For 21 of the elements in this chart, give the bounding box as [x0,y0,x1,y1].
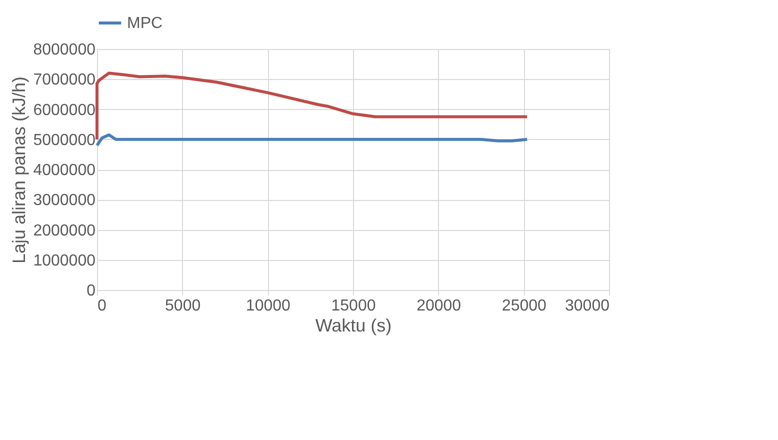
line-series [96,72,529,141]
y-tick-label: 3000000 [33,192,96,210]
y-tick-label: 8000000 [33,42,96,58]
y-tick-label: 6000000 [33,102,96,119]
y-axis-title: Laju aliran panas (kJ/h) [9,76,30,264]
legend-label: MPC [127,15,163,32]
y-tick-label: 0 [86,282,96,300]
x-tick-label: 15000 [331,298,376,314]
x-tick-label: 0 [98,298,106,314]
x-tick-label: 25000 [502,298,547,314]
x-tick-label: 5000 [165,298,201,314]
y-tick-label: 7000000 [33,72,96,89]
y-tick-label: 5000000 [33,132,96,149]
y-tick-label: 1000000 [33,252,96,270]
y-tick-label: 2000000 [33,222,96,240]
x-tick-label: 10000 [246,298,291,314]
x-axis-title: Waktu (s) [315,316,392,336]
x-tick-label: 20000 [416,298,462,314]
line-series [96,133,529,147]
y-tick-label: 4000000 [33,162,96,179]
x-tick-label: 30000 [565,298,610,314]
